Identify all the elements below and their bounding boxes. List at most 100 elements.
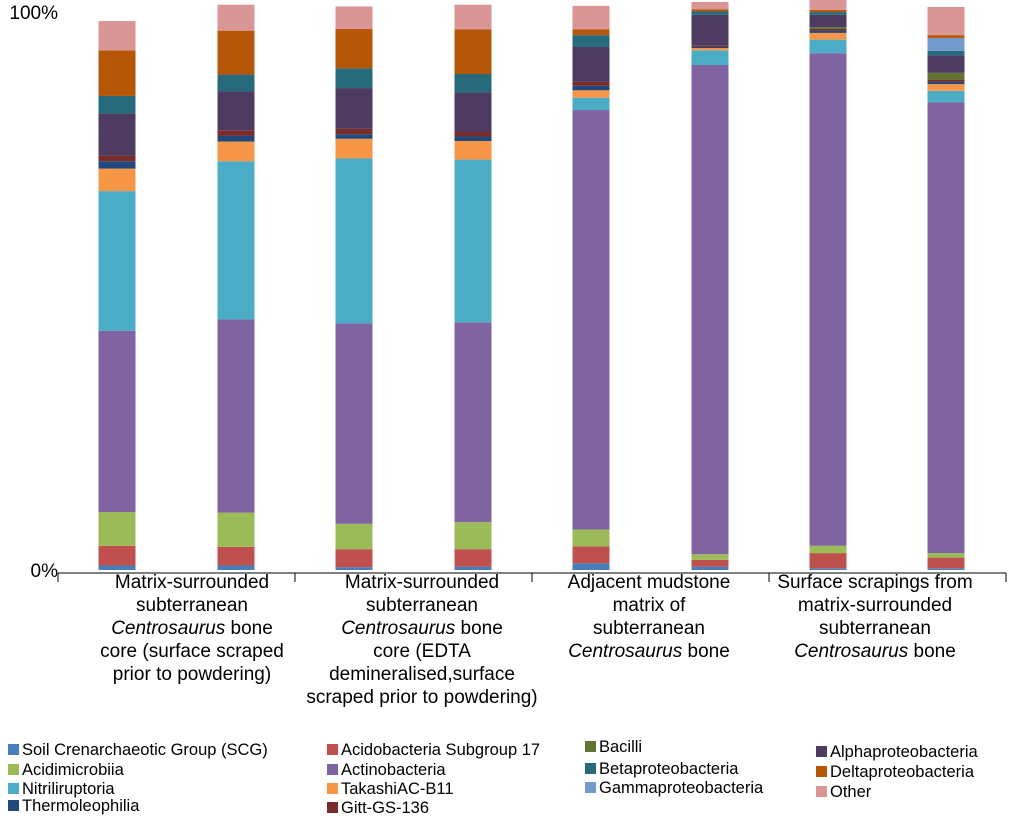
category-label-line: Centrosaurus bone [531, 640, 767, 663]
bar-segment-8-betaproteobacteria [927, 50, 965, 56]
legend-item-soil-crenarchaeotic-group-scg: Soil Crenarchaeotic Group (SCG) [8, 741, 268, 760]
bar-segment-8-actinobacteria [927, 102, 965, 554]
category-label-run: bone [455, 618, 503, 639]
bar-segment-1-acidimicrobiia [98, 512, 136, 546]
bar-segment-3-acidobacteria-subgroup-17 [335, 549, 373, 568]
bar-segment-3-nitriliruptoria [335, 158, 373, 324]
bar-segment-1-other [98, 21, 136, 51]
legend-swatch [8, 744, 19, 755]
category-label-run: prior to powdering) [112, 664, 272, 685]
bar-segment-4-betaproteobacteria [454, 74, 492, 93]
bar-segment-8-other [927, 7, 965, 36]
bar-segment-5-other [572, 5, 610, 30]
bar-segment-5-alphaproteobacteria [572, 46, 610, 82]
legend-swatch [327, 764, 338, 775]
legend-swatch [327, 783, 338, 794]
bar-segment-2-alphaproteobacteria [217, 91, 255, 131]
legend-swatch [816, 746, 827, 757]
bar-segment-2-acidimicrobiia [217, 512, 255, 547]
bar-segment-1-betaproteobacteria [98, 95, 136, 114]
bar-segment-5-takashiac-b11 [572, 90, 610, 98]
bar-segment-4-acidobacteria-subgroup-17 [454, 549, 492, 567]
bar-segment-1-gitt-gs-136 [98, 155, 136, 162]
bar-segment-3-deltaproteobacteria [335, 28, 373, 69]
legend-label: Acidobacteria Subgroup 17 [341, 741, 541, 759]
bar-segment-7-soil-crenarchaeotic-group-scg [809, 568, 847, 570]
bar-segment-2-thermoleophilia [217, 135, 255, 142]
bar-segment-5-acidobacteria-subgroup-17 [572, 546, 610, 564]
bar-segment-3-other [335, 6, 373, 29]
bar-segment-4-takashiac-b11 [454, 140, 492, 160]
bar-segment-3-gitt-gs-136 [335, 128, 373, 135]
category-label-line: Matrix-surrounded [277, 571, 567, 594]
bar-segment-6-acidobacteria-subgroup-17 [691, 559, 729, 567]
bar-segment-4-deltaproteobacteria [454, 29, 492, 74]
bar-segment-8-takashiac-b11 [927, 84, 965, 91]
category-label-line: Matrix-surrounded [74, 571, 310, 594]
legend-label: Nitriliruptoria [22, 780, 115, 798]
category-label-line: core (EDTA [277, 640, 567, 663]
legend-item-betaproteobacteria: Betaproteobacteria [585, 760, 738, 779]
legend-swatch [8, 783, 19, 794]
category-label-run: matrix of [612, 595, 686, 616]
bars [98, 0, 965, 570]
bar-segment-7-other [809, 0, 847, 10]
legend-item-alphaproteobacteria: Alphaproteobacteria [816, 743, 978, 762]
bar-segment-3-betaproteobacteria [335, 68, 373, 89]
category-label-line: core (surface scraped [74, 640, 310, 663]
bar-segment-3-alphaproteobacteria [335, 88, 373, 129]
legend-swatch [816, 786, 827, 797]
category-label-group-3: Adjacent mudstone matrix of subterranean Ce… [531, 571, 767, 663]
bar-segment-1-takashiac-b11 [98, 168, 136, 192]
legend-item-other: Other [816, 783, 871, 802]
category-label-line: subterranean [757, 617, 993, 640]
category-label-group-4: Surface scrapings from matrix-surrounded s… [757, 571, 993, 663]
category-label-run: Matrix-surrounded [344, 572, 500, 593]
legend-item-acidimicrobiia: Acidimicrobiia [8, 761, 124, 780]
category-label-run: bone [682, 641, 730, 662]
bar-segment-7-acidimicrobiia [809, 545, 847, 554]
category-label-line: subterranean [74, 594, 310, 617]
category-label-run: Surface scrapings from [777, 572, 973, 593]
bar-segment-2-takashiac-b11 [217, 141, 255, 162]
legend-label: Soil Crenarchaeotic Group (SCG) [22, 741, 268, 759]
bar-segment-3-takashiac-b11 [335, 138, 373, 159]
bar-segment-1-alphaproteobacteria [98, 113, 136, 156]
bar-segment-7-deltaproteobacteria [809, 9, 847, 13]
bar-segment-5-betaproteobacteria [572, 35, 610, 47]
category-label-run: demineralised,surface [329, 664, 515, 685]
bar-segment-7-alphaproteobacteria [809, 14, 847, 28]
bar-segment-4-soil-crenarchaeotic-group-scg [454, 566, 492, 570]
bar-segment-1-soil-crenarchaeotic-group-scg [98, 565, 136, 570]
category-label-line: Adjacent mudstone [531, 571, 767, 594]
y-tick-label-max: 100% [9, 3, 58, 24]
legend-label: Other [830, 783, 872, 801]
bar-segment-6-gitt-gs-136 [691, 45, 729, 47]
category-label-line: subterranean [277, 594, 567, 617]
bar-segment-1-deltaproteobacteria [98, 50, 136, 96]
bar-segment-7-acidobacteria-subgroup-17 [809, 553, 847, 569]
bar-segment-6-acidimicrobiia [691, 554, 729, 560]
bar-segment-5-actinobacteria [572, 110, 610, 530]
legend-label: Actinobacteria [341, 761, 446, 779]
legend-label: Bacilli [599, 738, 643, 756]
bar-segment-5-thermoleophilia [572, 85, 610, 91]
bar-segment-4-nitriliruptoria [454, 159, 492, 323]
legend-swatch [327, 802, 338, 813]
bar-segment-3-acidimicrobiia [335, 523, 373, 550]
bar-segment-1-acidobacteria-subgroup-17 [98, 545, 136, 566]
legend-item-takashiac-b11: TakashiAC-B11 [327, 780, 454, 799]
bar-segment-4-actinobacteria [454, 322, 492, 523]
legend-swatch [585, 741, 596, 752]
legend-swatch [816, 766, 827, 777]
bar-segment-3-thermoleophilia [335, 134, 373, 139]
legend-item-thermoleophilia: Thermoleophilia [8, 797, 139, 816]
bar-segment-7-nitriliruptoria [809, 39, 847, 54]
category-label-line: matrix-surrounded [757, 594, 993, 617]
bar-segment-6-takashiac-b11 [691, 48, 729, 51]
bar-segment-8-acidobacteria-subgroup-17 [927, 557, 965, 569]
category-label-line: Surface scrapings from [757, 571, 993, 594]
category-label-run: subterranean [136, 595, 248, 616]
bar-segment-2-deltaproteobacteria [217, 30, 255, 75]
category-label-run: Matrix-surrounded [114, 572, 270, 593]
